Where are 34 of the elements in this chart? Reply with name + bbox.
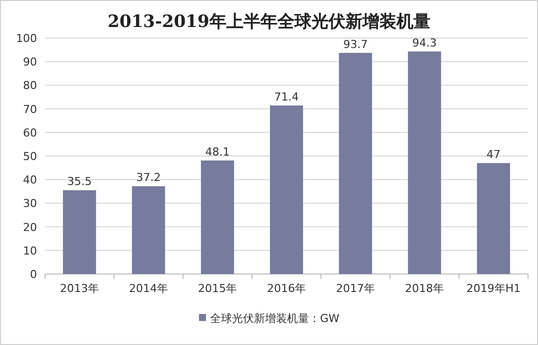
legend-label: 全球光伏新增装机量：GW [210, 312, 340, 325]
x-tick-label: 2017年 [336, 282, 375, 295]
x-tick-label: 2016年 [267, 282, 306, 295]
y-tick-label: 30 [23, 197, 37, 210]
chart-title: 2013-2019年上半年全球光伏新增装机量 [108, 12, 430, 32]
y-tick-label: 0 [30, 268, 37, 281]
bar [132, 186, 166, 274]
data-label: 94.3 [412, 36, 437, 50]
y-tick-label: 50 [23, 150, 37, 163]
x-tick-label: 2018年 [405, 282, 444, 295]
data-label: 37.2 [136, 171, 161, 184]
x-tick-label: 2014年 [129, 282, 168, 295]
bar [476, 163, 510, 274]
y-tick-label: 80 [23, 79, 37, 92]
y-tick-label: 70 [23, 102, 37, 116]
y-tick-label: 90 [23, 56, 37, 69]
y-tick-label: 100 [16, 32, 37, 45]
y-tick-label: 10 [23, 244, 37, 258]
data-label: 71.4 [274, 90, 299, 104]
bar [338, 52, 372, 274]
y-tick-label: 60 [23, 126, 37, 140]
x-tick-label: 2015年 [198, 282, 237, 295]
bar [200, 160, 234, 274]
bar [270, 105, 304, 274]
x-tick-label: 2013年 [60, 282, 99, 295]
y-tick-label: 40 [23, 174, 37, 187]
data-label: 93.7 [343, 38, 368, 51]
data-label: 48.1 [205, 145, 230, 158]
data-label: 47 [486, 148, 500, 162]
bar [408, 51, 442, 274]
bar [62, 190, 96, 274]
x-tick-label: 2019年H1 [466, 282, 521, 295]
data-label: 35.5 [67, 175, 92, 188]
y-tick-label: 20 [23, 220, 37, 234]
